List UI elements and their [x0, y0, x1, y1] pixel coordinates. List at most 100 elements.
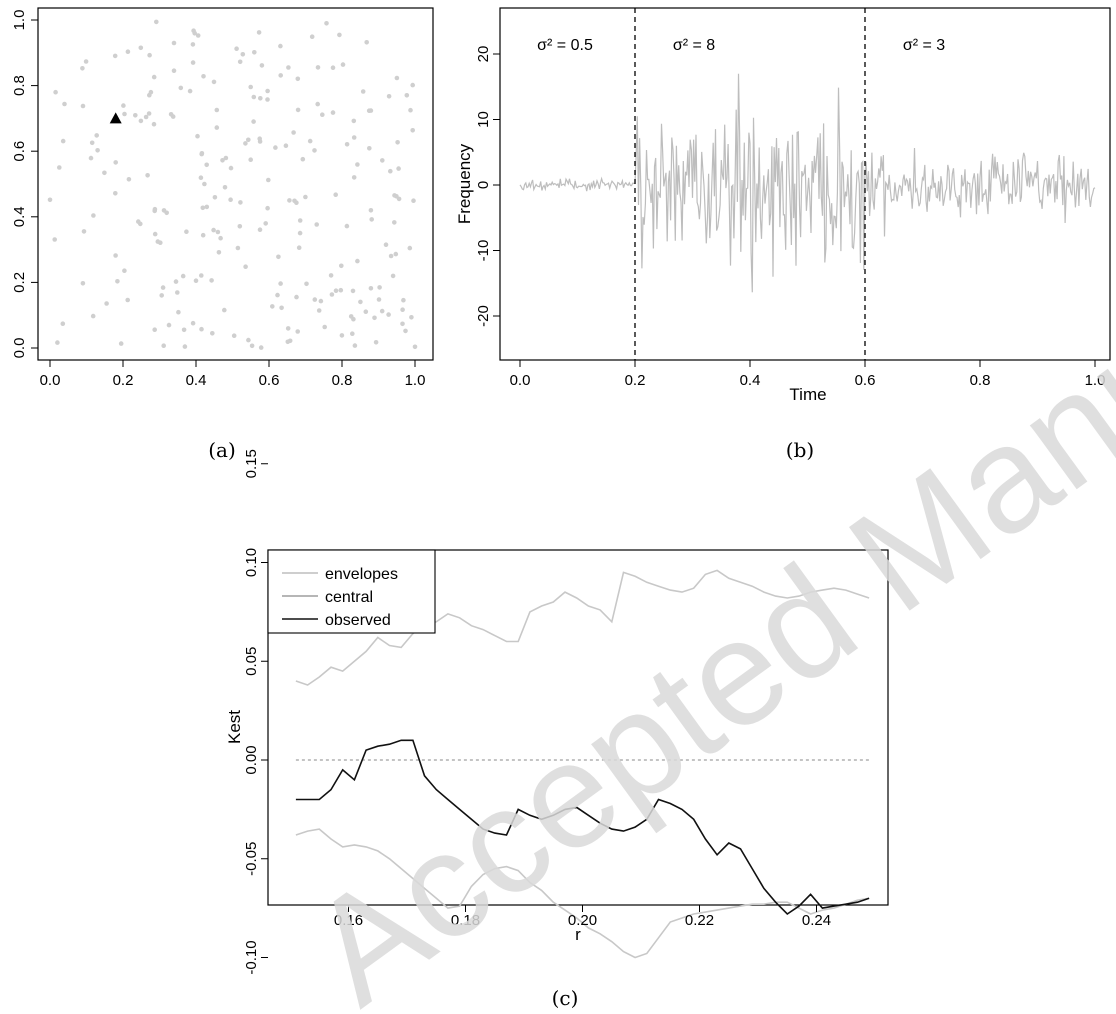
scatter-point: [60, 138, 66, 144]
scatter-point: [152, 327, 157, 333]
scatter-point: [403, 328, 408, 334]
scatter-point: [383, 242, 389, 247]
panel-c-xtick-label: 0.22: [685, 912, 714, 929]
scatter-point: [178, 85, 184, 91]
scatter-point: [191, 28, 196, 33]
panel-a-frame: [37, 7, 434, 361]
scatter-point: [133, 113, 138, 118]
scatter-point: [360, 89, 366, 94]
scatter-point: [176, 309, 181, 315]
scatter-point: [151, 74, 157, 80]
scatter-point: [248, 84, 253, 90]
scatter-point: [147, 92, 152, 98]
scatter-point: [243, 264, 248, 270]
caption-a: (a): [208, 438, 236, 462]
panel-c-xtick-label: 0.20: [568, 912, 597, 929]
scatter-point: [243, 141, 248, 146]
scatter-point: [369, 217, 375, 222]
scatter-point: [211, 79, 217, 85]
scatter-point: [278, 43, 283, 49]
scatter-point: [410, 82, 416, 88]
scatter-point: [265, 88, 270, 94]
scatter-point: [112, 53, 118, 59]
scatter-point: [338, 287, 344, 293]
panel-b-ytick-label: 0: [475, 181, 492, 189]
scatter-point: [171, 68, 177, 73]
scatter-point: [125, 49, 131, 54]
scatter-point: [295, 329, 301, 334]
scatter-point: [195, 133, 200, 139]
scatter-point: [190, 320, 196, 326]
scatter-point: [220, 158, 225, 163]
scatter-point: [333, 288, 339, 294]
scatter-point: [318, 298, 324, 304]
scatter-point: [80, 66, 85, 71]
scatter-point: [278, 73, 284, 78]
scatter-point: [145, 173, 150, 178]
scatter-point: [344, 223, 350, 229]
scatter-point: [392, 193, 397, 198]
scatter-point: [115, 279, 120, 284]
scatter-point: [340, 62, 346, 67]
scatter-point: [80, 103, 86, 109]
scatter-point: [392, 220, 397, 225]
scatter-point: [170, 114, 176, 119]
panel-c-xlabel: r: [575, 925, 581, 944]
scatter-point: [386, 312, 391, 317]
scatter-point: [257, 227, 263, 232]
scatter-point: [240, 52, 246, 57]
scatter-point: [279, 305, 284, 311]
scatter-point: [83, 59, 89, 64]
scatter-point: [143, 114, 149, 120]
legend-label-central: central: [325, 589, 373, 606]
scatter-point: [410, 128, 416, 133]
scatter-point: [154, 19, 159, 25]
scatter-point: [351, 175, 357, 180]
scatter-point: [286, 65, 291, 70]
scatter-point: [315, 65, 321, 70]
scatter-point: [400, 321, 405, 327]
scatter-point: [199, 273, 204, 278]
panel-b-xtick-label: 1.0: [1085, 372, 1106, 389]
scatter-point: [200, 232, 206, 238]
scatter-point: [324, 21, 329, 26]
panel-a-scatter: 0.0 0.2 0.4 0.6 0.8 1.0 0.0 0.2 0.4 0.6 0.8 1.0: [11, 7, 434, 389]
scatter-point: [376, 297, 382, 302]
panel-b-axes: 0.0 0.2 0.4 0.6 0.8 1.0 -20 -10 0 10 20: [475, 8, 1105, 389]
scatter-point: [372, 315, 377, 321]
legend-label-envelopes: envelopes: [325, 566, 398, 583]
observed-line: [295, 739, 870, 916]
panel-b-series: [519, 73, 1096, 293]
panel-c-ytick-label: -0.10: [243, 940, 260, 974]
scatter-point: [351, 316, 356, 322]
scatter-point: [159, 293, 164, 298]
scatter-point: [235, 245, 241, 251]
scatter-point: [181, 327, 187, 333]
scatter-point: [257, 139, 263, 144]
scatter-point: [166, 322, 172, 328]
scatter-point: [287, 198, 292, 203]
panel-a-ytick-label: 0.8: [11, 75, 28, 96]
scatter-point: [379, 308, 385, 314]
scatter-point: [350, 288, 356, 294]
scatter-point: [367, 146, 372, 151]
scatter-point: [182, 344, 188, 349]
panel-c-xtick-label: 0.16: [334, 912, 363, 929]
scatter-point: [216, 250, 222, 255]
scatter-point: [411, 198, 416, 203]
scatter-point: [297, 218, 303, 223]
scatter-point: [238, 200, 243, 205]
scatter-point: [187, 88, 193, 94]
scatter-point: [95, 148, 100, 153]
scatter-point: [364, 40, 370, 45]
panel-a-ytick-label: 0.2: [11, 272, 28, 293]
scatter-point: [258, 345, 264, 350]
scatter-point: [175, 290, 180, 295]
scatter-point: [122, 268, 127, 274]
scatter-point: [138, 118, 144, 124]
scatter-point: [113, 253, 118, 258]
scatter-point: [407, 245, 413, 251]
scatter-point: [113, 191, 118, 196]
scatter-point: [285, 339, 291, 345]
scatter-point: [273, 145, 278, 150]
